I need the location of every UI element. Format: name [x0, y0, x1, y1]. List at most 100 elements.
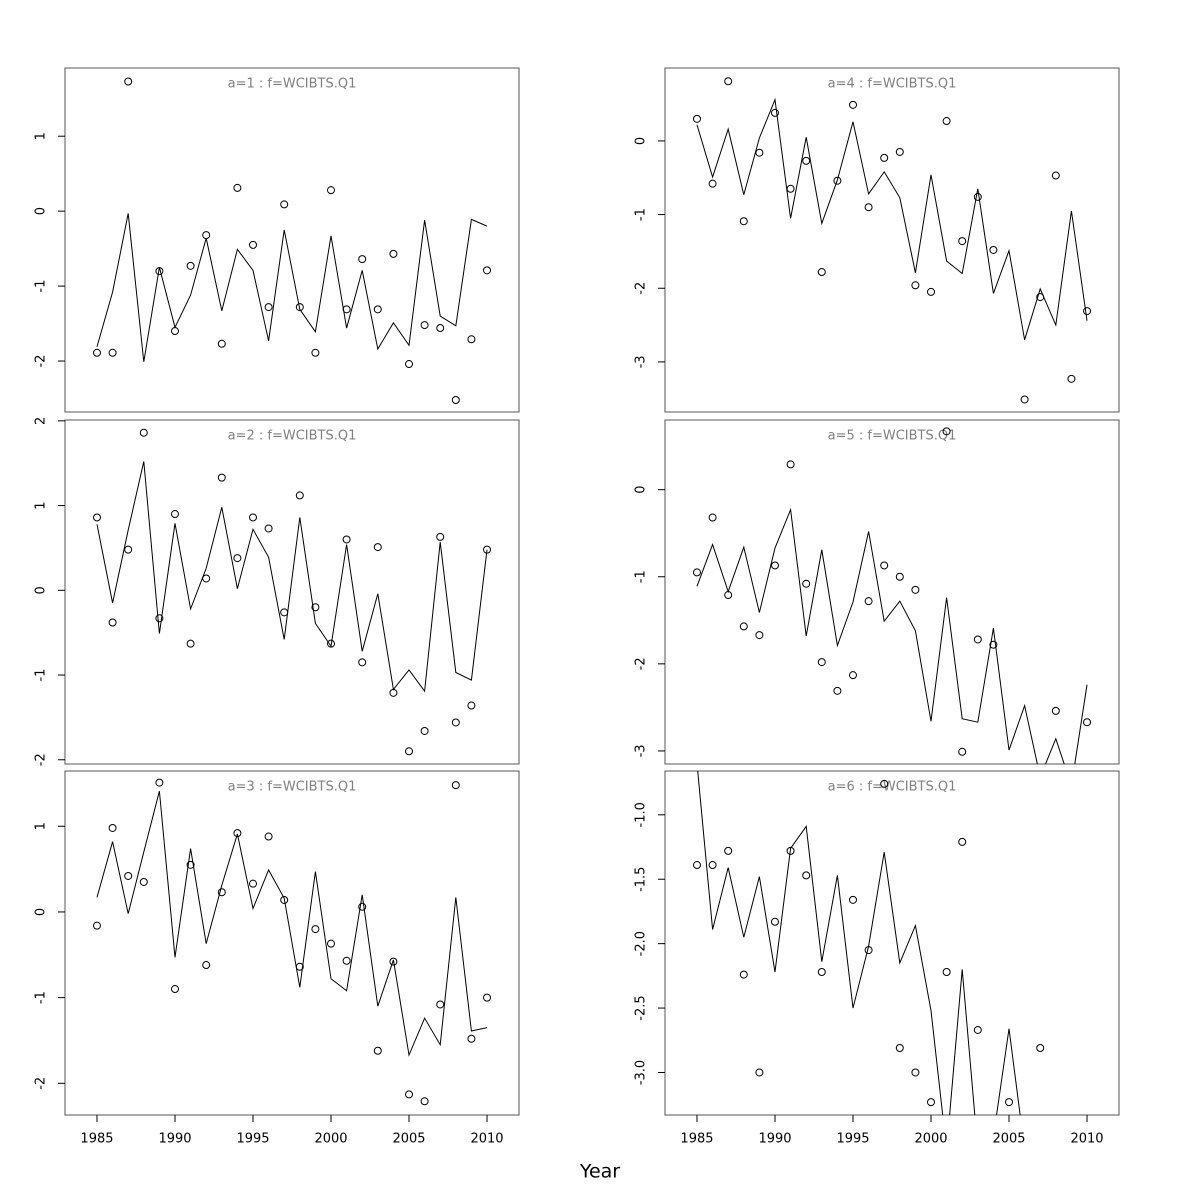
- data-point: [202, 574, 211, 583]
- panel: a=5 : f=WCIBTS.Q1 -3 -2 -1 0: [634, 419, 1120, 765]
- x-tick-label: 1990: [158, 1132, 191, 1147]
- data-point: [895, 147, 904, 156]
- panel-title: a=4 : f=WCIBTS.Q1: [828, 77, 957, 92]
- data-point: [217, 888, 226, 897]
- y-tick-label: -1: [634, 570, 649, 583]
- data-point: [708, 513, 717, 522]
- data-point: [989, 640, 998, 649]
- data-point: [467, 1034, 476, 1043]
- data-point: [248, 513, 257, 522]
- data-point: [802, 579, 811, 588]
- data-point: [483, 545, 492, 554]
- data-point: [911, 1068, 920, 1077]
- data-point: [770, 108, 779, 117]
- data-point: [420, 1097, 429, 1106]
- data-point: [186, 639, 195, 648]
- data-point: [708, 861, 717, 870]
- data-point: [958, 837, 967, 846]
- data-point: [911, 585, 920, 594]
- data-point: [942, 967, 951, 976]
- x-tick-label: 1995: [836, 1132, 869, 1147]
- y-tick-label: -2: [34, 753, 49, 766]
- data-point: [755, 1068, 764, 1077]
- data-point: [405, 360, 414, 369]
- data-point: [92, 513, 101, 522]
- panel-frame: [64, 419, 520, 765]
- x-tick-label: 2000: [914, 1132, 947, 1147]
- x-tick-label: 1995: [236, 1132, 269, 1147]
- data-point: [739, 217, 748, 226]
- data-point: [139, 877, 148, 886]
- y-tick-label: -1: [34, 991, 49, 1004]
- data-point: [327, 939, 336, 948]
- data-point: [692, 861, 701, 870]
- data-point: [170, 510, 179, 519]
- data-point: [108, 823, 117, 832]
- data-point: [217, 339, 226, 348]
- data-point: [264, 524, 273, 533]
- data-point: [1036, 1044, 1045, 1053]
- data-point: [833, 686, 842, 695]
- plot-area: [92, 428, 492, 756]
- data-point: [864, 946, 873, 955]
- data-point: [280, 608, 289, 617]
- data-point: [802, 871, 811, 880]
- data-point: [1036, 293, 1045, 302]
- data-point: [1005, 1098, 1014, 1107]
- y-tick-label: 0: [634, 486, 649, 494]
- data-point: [467, 335, 476, 344]
- x-tick-label: 2010: [1070, 1132, 1103, 1147]
- data-point: [817, 268, 826, 277]
- data-point: [436, 532, 445, 541]
- data-point: [124, 77, 133, 86]
- data-point: [342, 535, 351, 544]
- data-point: [202, 961, 211, 970]
- data-point: [155, 778, 164, 787]
- data-point: [755, 631, 764, 640]
- data-point: [92, 921, 101, 930]
- panel-title: a=5 : f=WCIBTS.Q1: [828, 429, 957, 444]
- data-point: [817, 967, 826, 976]
- panel-title: a=2 : f=WCIBTS.Q1: [228, 429, 357, 444]
- panel-title: a=3 : f=WCIBTS.Q1: [228, 780, 357, 795]
- x-tick-label: 1985: [680, 1132, 713, 1147]
- panel-frame: [64, 770, 520, 1116]
- data-point: [311, 925, 320, 934]
- data-point: [248, 879, 257, 888]
- data-point: [389, 688, 398, 697]
- data-point: [927, 1098, 936, 1107]
- data-point: [880, 153, 889, 162]
- data-point: [202, 231, 211, 240]
- plot-area: [692, 771, 1045, 1115]
- data-point: [311, 603, 320, 612]
- y-tick-label: 1: [34, 822, 49, 830]
- data-point: [108, 618, 117, 627]
- series-line: [96, 213, 488, 362]
- panel-title: a=1 : f=WCIBTS.Q1: [228, 77, 357, 92]
- data-point: [833, 176, 842, 185]
- data-point: [295, 962, 304, 971]
- data-point: [233, 183, 242, 192]
- data-point: [389, 957, 398, 966]
- plot-area: [92, 77, 492, 405]
- panel-frame: [664, 67, 1120, 413]
- y-tick-label: -3: [634, 355, 649, 368]
- y-tick-label: -2: [634, 282, 649, 295]
- data-point: [108, 348, 117, 357]
- data-point: [817, 658, 826, 667]
- data-point: [973, 192, 982, 201]
- data-point: [770, 917, 779, 926]
- y-tick-label: -1: [634, 208, 649, 221]
- y-tick-label: 0: [34, 207, 49, 215]
- data-point: [139, 428, 148, 437]
- y-tick-label: 0: [34, 586, 49, 594]
- data-point: [1083, 718, 1092, 727]
- data-point: [724, 846, 733, 855]
- data-point: [451, 781, 460, 790]
- data-point: [358, 658, 367, 667]
- panel: a=6 : f=WCIBTS.Q1 -3.0 -2.5 -2.0 -1.5 -1.0 198…: [634, 770, 1120, 1147]
- data-point: [295, 303, 304, 312]
- data-point: [880, 779, 889, 788]
- data-point: [155, 614, 164, 623]
